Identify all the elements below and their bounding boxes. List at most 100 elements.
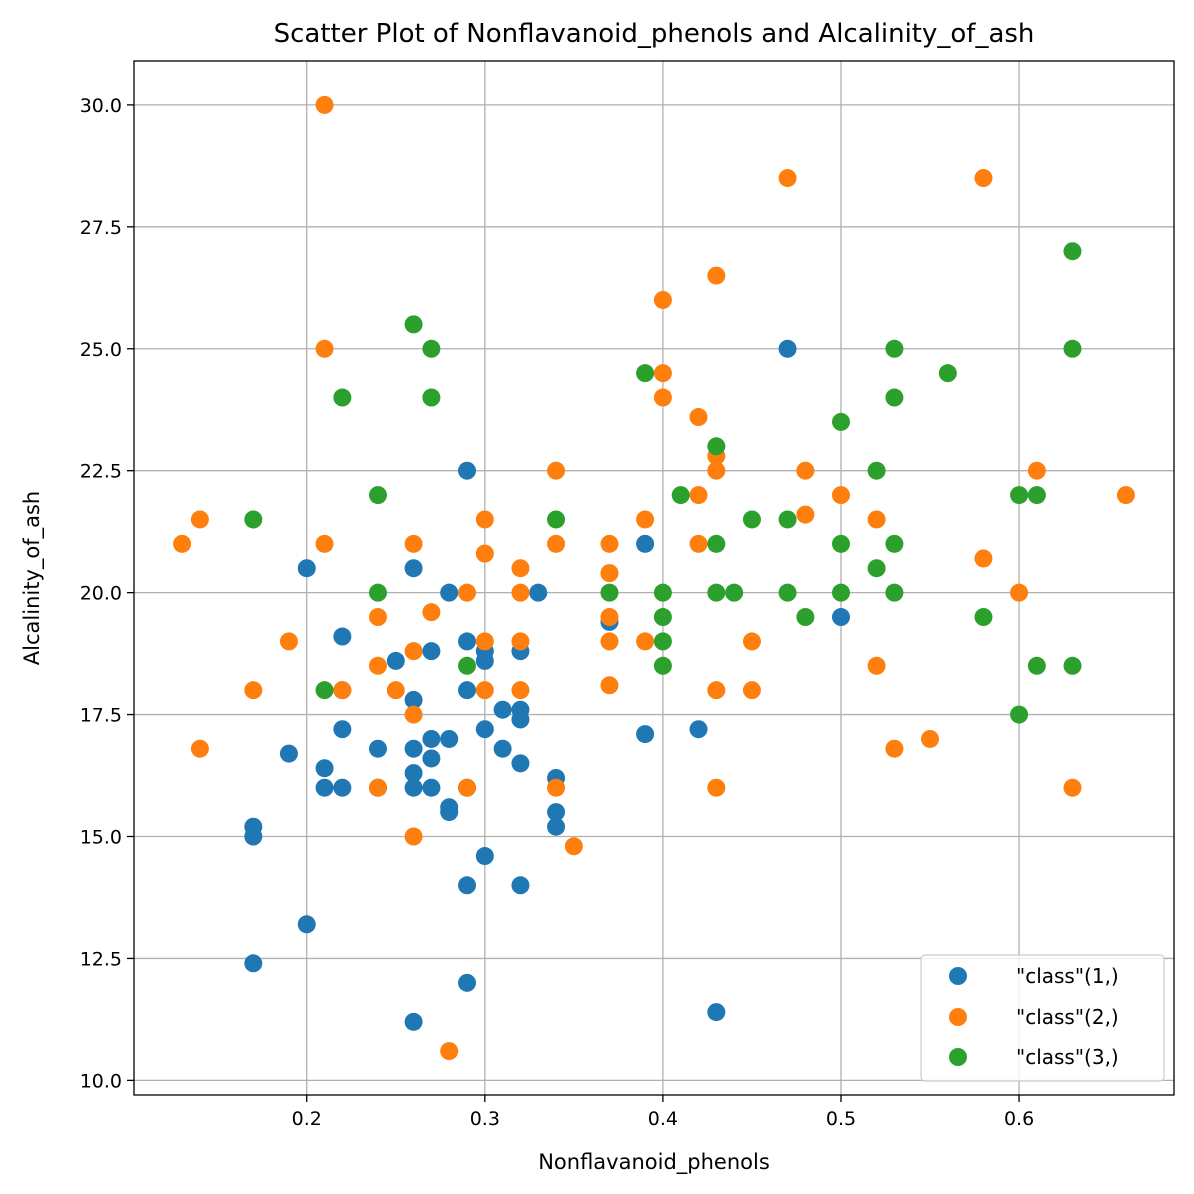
- scatter-point-class-2: [458, 778, 477, 797]
- scatter-point-class-3: [885, 388, 904, 407]
- scatter-point-class-3: [333, 388, 352, 407]
- x-tick-label: 0.5: [826, 1108, 856, 1130]
- scatter-point-class-3: [831, 534, 850, 553]
- scatter-point-class-1: [333, 720, 352, 739]
- scatter-point-class-1: [386, 651, 405, 670]
- scatter-point-class-2: [1027, 461, 1046, 480]
- scatter-point-class-3: [671, 486, 690, 505]
- legend: "class"(1,) "class"(2,) "class"(3,): [920, 954, 1165, 1082]
- scatter-point-class-2: [689, 408, 708, 427]
- scatter-point-class-2: [600, 632, 619, 651]
- scatter-point-class-1: [297, 559, 316, 578]
- scatter-point-class-3: [404, 315, 423, 334]
- y-tick-label: 15.0: [80, 827, 122, 849]
- scatter-point-class-1: [244, 827, 263, 846]
- scatter-point-class-3: [831, 412, 850, 431]
- scatter-point-class-2: [422, 603, 441, 622]
- scatter-point-class-3: [725, 583, 744, 602]
- scatter-point-class-1: [404, 1012, 423, 1031]
- x-tick-label: 0.6: [1004, 1108, 1034, 1130]
- scatter-point-class-3: [707, 534, 726, 553]
- data-points: [173, 95, 1135, 1061]
- scatter-point-class-1: [404, 690, 423, 709]
- scatter-point-class-3: [778, 583, 797, 602]
- y-tick-label: 10.0: [80, 1070, 122, 1092]
- scatter-point-class-2: [831, 486, 850, 505]
- scatter-point-class-1: [475, 847, 494, 866]
- scatter-point-class-3: [458, 656, 477, 675]
- scatter-point-class-3: [1027, 486, 1046, 505]
- scatter-point-class-2: [689, 534, 708, 553]
- scatter-point-class-3: [867, 559, 886, 578]
- scatter-point-class-1: [404, 559, 423, 578]
- scatter-point-class-2: [867, 656, 886, 675]
- scatter-point-class-3: [831, 583, 850, 602]
- scatter-point-class-1: [297, 915, 316, 934]
- legend-label-class-2: "class"(2,): [1016, 1005, 1119, 1029]
- scatter-point-class-2: [707, 266, 726, 285]
- scatter-point-class-1: [333, 627, 352, 646]
- scatter-point-class-3: [1063, 656, 1082, 675]
- scatter-point-class-2: [636, 632, 655, 651]
- scatter-point-class-2: [333, 681, 352, 700]
- scatter-point-class-2: [475, 681, 494, 700]
- scatter-point-class-3: [547, 510, 566, 529]
- y-tick-label: 12.5: [80, 948, 122, 970]
- scatter-point-class-2: [511, 559, 530, 578]
- scatter-point-class-1: [404, 764, 423, 783]
- scatter-point-class-1: [475, 651, 494, 670]
- x-tick-label: 0.3: [470, 1108, 500, 1130]
- legend-marker-class-3: [949, 1048, 967, 1066]
- scatter-point-class-2: [974, 169, 993, 188]
- scatter-point-class-2: [547, 461, 566, 480]
- scatter-point-class-2: [742, 681, 761, 700]
- scatter-point-class-2: [921, 729, 940, 748]
- scatter-point-class-3: [707, 583, 726, 602]
- legend-marker-class-1: [949, 967, 967, 985]
- scatter-point-class-2: [778, 169, 797, 188]
- scatter-point-class-2: [707, 778, 726, 797]
- scatter-point-class-3: [315, 681, 334, 700]
- scatter-point-class-1: [475, 720, 494, 739]
- scatter-point-class-2: [475, 632, 494, 651]
- scatter-point-class-2: [404, 534, 423, 553]
- scatter-point-class-3: [1010, 486, 1029, 505]
- scatter-point-class-3: [653, 608, 672, 627]
- scatter-point-class-2: [511, 632, 530, 651]
- scatter-point-class-3: [422, 339, 441, 358]
- scatter-point-class-1: [244, 954, 263, 973]
- scatter-point-class-1: [404, 778, 423, 797]
- scatter-point-class-2: [885, 739, 904, 758]
- scatter-point-class-2: [315, 534, 334, 553]
- scatter-point-class-1: [511, 876, 530, 895]
- scatter-point-class-1: [458, 681, 477, 700]
- scatter-point-class-2: [475, 544, 494, 563]
- scatter-point-class-2: [1063, 778, 1082, 797]
- scatter-point-class-2: [315, 95, 334, 114]
- scatter-point-class-2: [600, 676, 619, 695]
- scatter-point-class-2: [404, 642, 423, 661]
- scatter-point-class-3: [1063, 242, 1082, 261]
- scatter-point-class-3: [867, 461, 886, 480]
- scatter-point-class-3: [1063, 339, 1082, 358]
- scatter-point-class-2: [386, 681, 405, 700]
- scatter-point-class-2: [689, 486, 708, 505]
- scatter-point-class-2: [653, 364, 672, 383]
- scatter-point-class-3: [600, 583, 619, 602]
- scatter-point-class-3: [368, 583, 387, 602]
- scatter-point-class-2: [458, 583, 477, 602]
- scatter-point-class-3: [1010, 705, 1029, 724]
- scatter-point-class-3: [742, 510, 761, 529]
- legend-label-class-1: "class"(1,): [1016, 964, 1119, 988]
- scatter-point-class-3: [938, 364, 957, 383]
- scatter-point-class-1: [458, 461, 477, 480]
- scatter-point-class-1: [422, 729, 441, 748]
- scatter-point-class-1: [440, 729, 459, 748]
- scatter-point-class-1: [368, 739, 387, 758]
- scatter-point-class-1: [636, 534, 655, 553]
- scatter-point-class-1: [831, 608, 850, 627]
- y-tick-label: 17.5: [80, 705, 122, 727]
- scatter-point-class-2: [707, 681, 726, 700]
- scatter-point-class-3: [1027, 656, 1046, 675]
- scatter-point-class-2: [547, 534, 566, 553]
